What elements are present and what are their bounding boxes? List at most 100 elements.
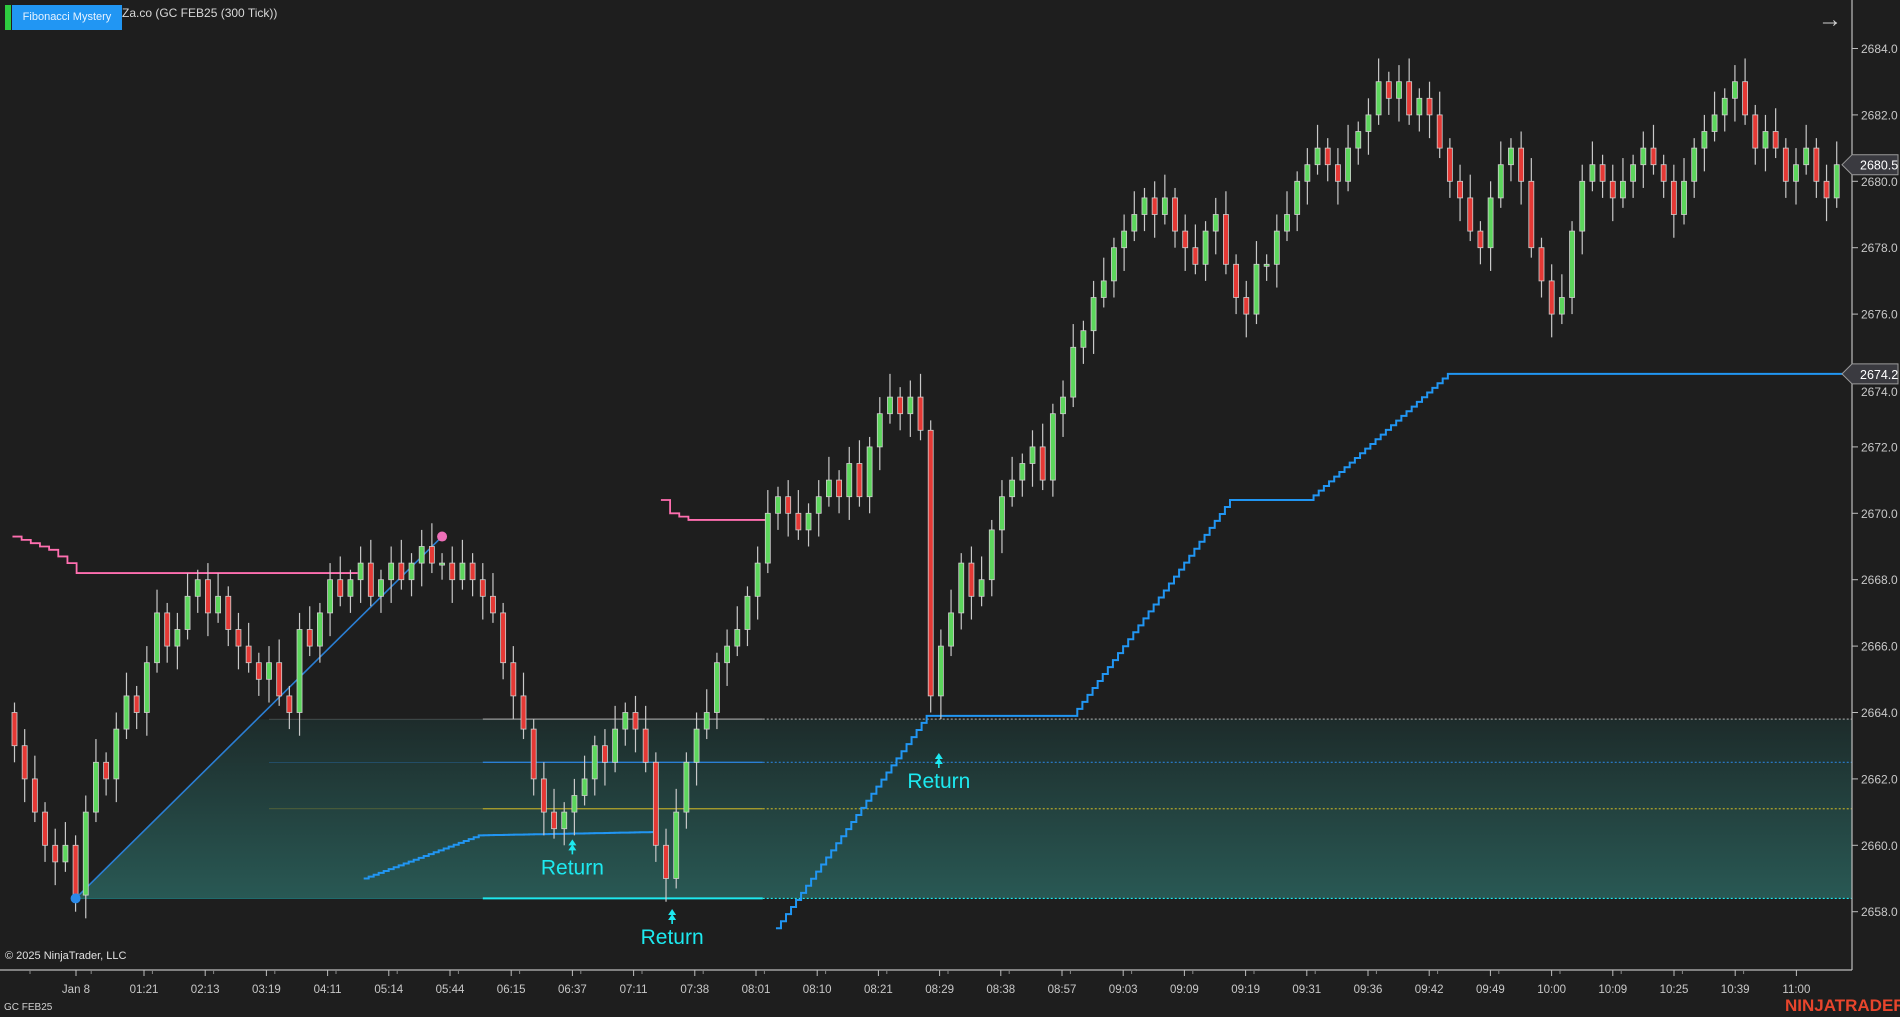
candle-body bbox=[968, 562, 975, 597]
return-label: Return bbox=[641, 926, 704, 949]
candle bbox=[1497, 141, 1504, 208]
candle bbox=[164, 602, 171, 663]
candle bbox=[1314, 124, 1321, 175]
candle bbox=[1100, 257, 1107, 308]
candle bbox=[968, 546, 975, 620]
candle bbox=[1721, 88, 1728, 132]
candle bbox=[1202, 221, 1209, 281]
time-tick-label: Jan 8 bbox=[62, 984, 90, 996]
candle-body bbox=[795, 512, 802, 531]
candle bbox=[1823, 164, 1830, 222]
candle-body bbox=[1212, 214, 1219, 232]
candle-body bbox=[826, 479, 832, 498]
candle bbox=[632, 695, 639, 753]
candle bbox=[1111, 237, 1117, 298]
candle bbox=[805, 503, 812, 547]
price-tick-label: 2668.0 bbox=[1861, 573, 1898, 587]
time-tick-label: 08:10 bbox=[803, 984, 832, 996]
price-tick-label: 2684.0 bbox=[1861, 42, 1898, 56]
return-arrow-icon bbox=[568, 839, 577, 855]
candle-body bbox=[988, 529, 995, 581]
candle-body bbox=[1803, 147, 1810, 166]
candle bbox=[642, 705, 649, 773]
candle-body bbox=[1385, 81, 1392, 99]
candle bbox=[917, 373, 924, 441]
arrow-right-icon[interactable]: → bbox=[1818, 6, 1842, 33]
time-tick-label: 11:00 bbox=[1782, 984, 1810, 996]
candle bbox=[1070, 324, 1077, 408]
candle-body bbox=[449, 562, 456, 581]
candle-body bbox=[1660, 164, 1667, 182]
candle bbox=[123, 672, 130, 740]
candle bbox=[1752, 104, 1759, 165]
candle bbox=[286, 685, 293, 730]
candle-body bbox=[764, 512, 771, 564]
candle bbox=[1253, 241, 1260, 325]
time-tick-label: 06:37 bbox=[558, 984, 587, 996]
price-tick-label: 2670.0 bbox=[1861, 507, 1898, 521]
time-tick-label: 05:14 bbox=[374, 984, 403, 996]
candle-body bbox=[1060, 396, 1066, 415]
candle bbox=[1273, 214, 1280, 288]
candle-body bbox=[1528, 180, 1535, 249]
candle-body bbox=[1670, 180, 1677, 215]
candle bbox=[1793, 148, 1799, 205]
price-tick-label: 2674.0 bbox=[1861, 385, 1898, 399]
candle bbox=[31, 755, 38, 823]
candle bbox=[1660, 154, 1667, 198]
candle-body bbox=[154, 612, 160, 664]
candle-body bbox=[306, 629, 313, 647]
candle-body bbox=[927, 429, 934, 697]
candle-body bbox=[1294, 180, 1301, 215]
candle-body bbox=[1691, 147, 1698, 182]
indicator-button[interactable]: Fibonacci Mystery bbox=[12, 5, 122, 30]
candle-body bbox=[174, 629, 181, 647]
candle-body bbox=[1782, 147, 1789, 182]
candle-body bbox=[1090, 297, 1097, 332]
candle bbox=[1029, 430, 1036, 487]
candle bbox=[734, 606, 741, 657]
time-tick-label: 09:31 bbox=[1292, 984, 1321, 996]
candle-body bbox=[1650, 147, 1657, 166]
candle-body bbox=[1396, 81, 1402, 99]
candle-body bbox=[215, 595, 222, 614]
candle bbox=[276, 639, 283, 706]
candle-body bbox=[754, 562, 761, 597]
return-label: Return bbox=[907, 770, 970, 793]
candle bbox=[1436, 91, 1443, 159]
candle bbox=[1609, 164, 1616, 222]
time-tick-label: 06:15 bbox=[497, 984, 526, 996]
candle bbox=[1558, 274, 1565, 325]
time-tick-label: 05:44 bbox=[436, 984, 465, 996]
candle-body bbox=[520, 695, 527, 730]
candle bbox=[337, 556, 344, 607]
candle bbox=[1141, 187, 1148, 232]
candle-body bbox=[1284, 214, 1290, 232]
candle bbox=[1060, 380, 1066, 437]
candle-body bbox=[123, 695, 130, 730]
candle-body bbox=[42, 811, 48, 846]
candle-body bbox=[286, 695, 293, 713]
candle bbox=[927, 420, 934, 713]
candle-body bbox=[1823, 180, 1830, 199]
candle bbox=[1650, 124, 1657, 175]
candle-body bbox=[1813, 147, 1820, 182]
candle bbox=[428, 523, 435, 574]
candle bbox=[347, 569, 354, 613]
candle-body bbox=[551, 811, 557, 830]
candle-body bbox=[714, 662, 720, 713]
candle bbox=[836, 470, 842, 514]
candle-body bbox=[500, 612, 507, 664]
candle bbox=[215, 573, 222, 623]
candle bbox=[1681, 158, 1687, 225]
candle-body bbox=[469, 562, 476, 581]
time-tick-label: 09:09 bbox=[1170, 984, 1199, 996]
time-tick-label: 10:00 bbox=[1537, 984, 1566, 996]
time-tick-label: 07:38 bbox=[680, 984, 709, 996]
candle-body bbox=[347, 579, 354, 597]
candle bbox=[673, 788, 680, 889]
candle bbox=[907, 380, 914, 437]
candle bbox=[367, 539, 374, 607]
candle-body bbox=[1487, 197, 1494, 249]
